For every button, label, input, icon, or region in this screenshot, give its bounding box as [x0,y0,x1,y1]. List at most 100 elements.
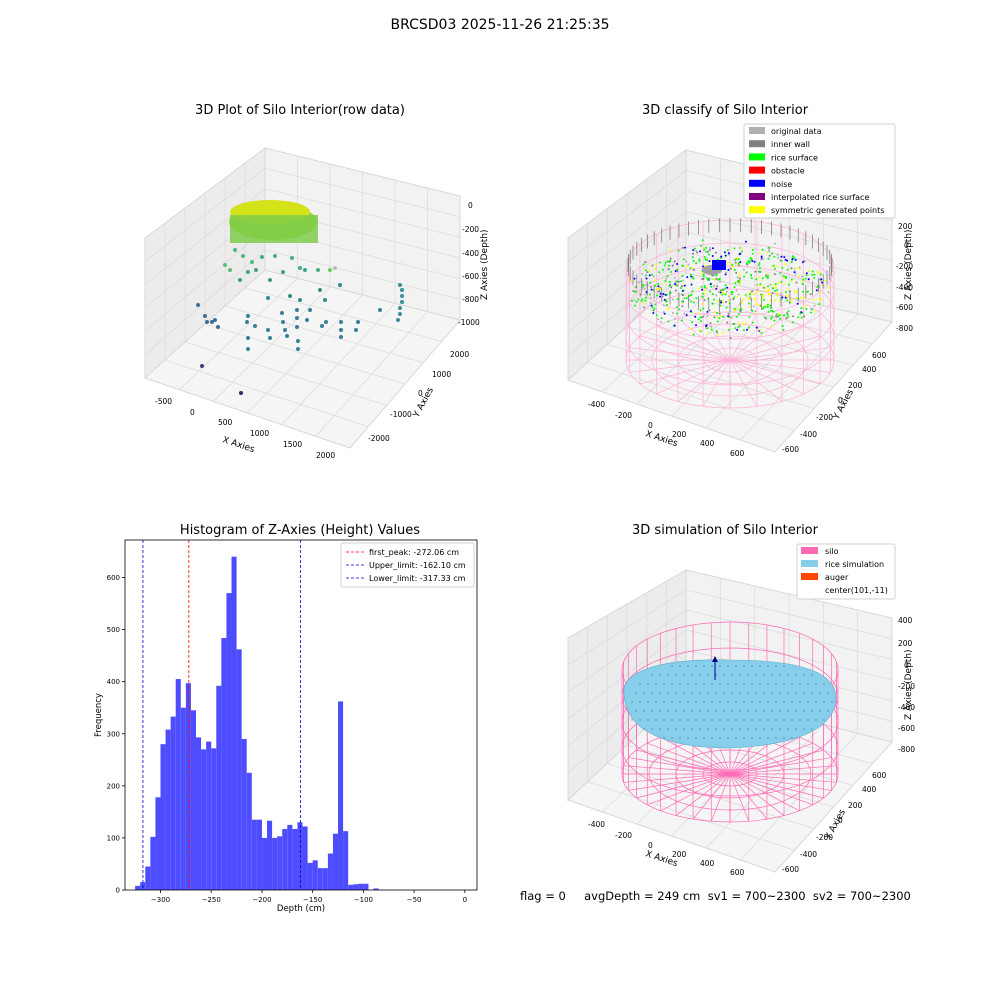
classify-point [719,315,722,318]
mesh-point [675,728,677,730]
mesh-point [771,692,773,694]
classify-point [695,324,698,327]
raw-ztick: -200 [462,225,479,234]
classify-point [755,283,758,286]
mesh-point [667,674,669,676]
classify-point [755,312,758,315]
classify-point [759,328,762,331]
classify-point [658,290,661,293]
mesh-point [715,710,717,712]
raw-point [228,268,232,272]
classify-point [721,332,724,335]
mesh-point [747,692,749,694]
classify-ylabel: Y Axies [831,388,856,423]
legend-swatch [801,560,818,567]
histogram-bar [226,593,232,890]
classify-point [749,293,752,296]
raw-point [398,312,402,316]
classify-point [807,278,810,281]
raw-point [328,268,332,272]
classify-point [662,311,665,314]
classify-point [630,299,633,302]
classify-point [722,292,725,295]
classify-point [764,317,767,320]
classify-point [806,290,809,293]
mesh-point [779,710,781,712]
classify-point [709,290,712,293]
classify-point [733,296,736,299]
classify-point [737,313,740,316]
classify-point [765,273,768,276]
mesh-point [827,692,829,694]
mesh-point [703,665,705,667]
simulation-ytick: 400 [862,785,877,794]
simulation-ytick: -200 [816,833,833,842]
raw-xtick: 2000 [316,451,335,460]
classify-point [726,286,729,289]
mesh-point [683,728,685,730]
classify-point [679,287,682,290]
classify-point [641,283,644,286]
classify-point [793,257,796,260]
mesh-point [787,728,789,730]
classify-point [767,257,770,260]
mesh-point [811,674,813,676]
raw-zticks: 0 -200 -400 -600 -800 -1000 [458,201,480,327]
classify-point [796,302,799,305]
mesh-point [751,683,753,685]
mesh-point [783,701,785,703]
mesh-point [815,701,817,703]
mesh-point [683,674,685,676]
legend-label: symmetric generated points [771,206,884,215]
mesh-point [679,683,681,685]
simulation-ytick: 200 [848,801,863,810]
classify-point [768,249,771,252]
mesh-point [815,683,817,685]
raw-point [283,328,287,332]
classify-point [733,309,736,312]
simulation-legend: silo rice simulation auger center(101,-11) [796,543,896,600]
legend-label: interpolated rice surface [771,193,869,202]
raw-point [281,270,285,274]
classify-xtick: -200 [615,411,632,420]
classify-point [797,267,800,270]
classify-point [722,288,725,291]
classify-point [760,258,763,261]
classify-point [716,320,719,323]
histogram-bar [211,748,217,890]
classify-point [744,240,747,243]
classify-point [736,263,739,266]
mesh-point [699,674,701,676]
classify-point [785,277,788,280]
classify-point [760,284,763,287]
mesh-point [779,692,781,694]
classify-ytick: 400 [862,365,877,374]
mesh-point [659,692,661,694]
histogram-bar [267,820,273,890]
classify-point [675,284,678,287]
mesh-point [655,719,657,721]
classify-point [774,283,777,286]
classify-point [715,287,718,290]
simulation-legend-box [796,543,896,600]
classify-point [769,300,772,303]
classify-point [789,280,792,283]
mesh-point [771,710,773,712]
histogram-bar [145,866,151,890]
raw-point [260,255,264,259]
histogram-bar [348,884,354,890]
classify-point [757,290,760,293]
simulation-ytick: -600 [782,865,799,874]
classify-ztick: -800 [896,324,913,333]
classify-point [644,260,647,263]
histogram-bar [196,737,202,890]
mesh-point [775,719,777,721]
classify-point [742,298,745,301]
classify-point [671,311,674,314]
raw-ylabel: Y Axies [411,386,436,421]
classify-point [782,276,785,279]
mesh-point [711,737,713,739]
classify-point [645,277,648,280]
classify-point [780,259,783,262]
legend-label: center(101,-11) [825,586,888,595]
